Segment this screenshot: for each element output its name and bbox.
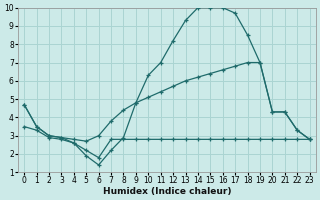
X-axis label: Humidex (Indice chaleur): Humidex (Indice chaleur) bbox=[103, 187, 231, 196]
